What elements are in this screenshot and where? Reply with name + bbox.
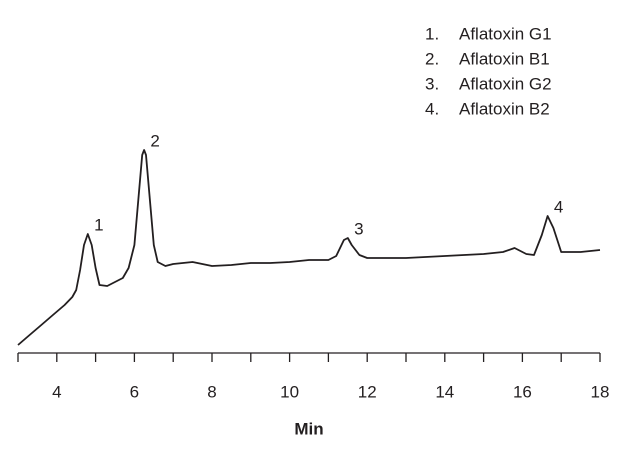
legend-name: Aflatoxin G1 xyxy=(459,24,552,43)
x-tick-label: 16 xyxy=(513,382,532,401)
x-tick-label: 14 xyxy=(435,382,454,401)
legend-number: 4. xyxy=(425,99,439,118)
x-axis-label: Min xyxy=(294,419,323,438)
legend-number: 1. xyxy=(425,24,439,43)
legend-number: 3. xyxy=(425,74,439,93)
x-tick-label: 12 xyxy=(358,382,377,401)
peak-label: 4 xyxy=(554,197,563,216)
legend-name: Aflatoxin B2 xyxy=(459,99,550,118)
chromatogram-trace xyxy=(17,149,601,346)
peak-label: 2 xyxy=(150,131,159,150)
peak-label: 1 xyxy=(94,215,103,234)
x-tick-label: 10 xyxy=(280,382,299,401)
legend-name: Aflatoxin G2 xyxy=(459,74,552,93)
legend-number: 2. xyxy=(425,49,439,68)
legend-name: Aflatoxin B1 xyxy=(459,49,550,68)
x-tick-label: 4 xyxy=(52,382,61,401)
x-tick-label: 6 xyxy=(130,382,139,401)
peak-label: 3 xyxy=(354,219,363,238)
x-tick-label: 18 xyxy=(591,382,610,401)
x-tick-label: 8 xyxy=(207,382,216,401)
